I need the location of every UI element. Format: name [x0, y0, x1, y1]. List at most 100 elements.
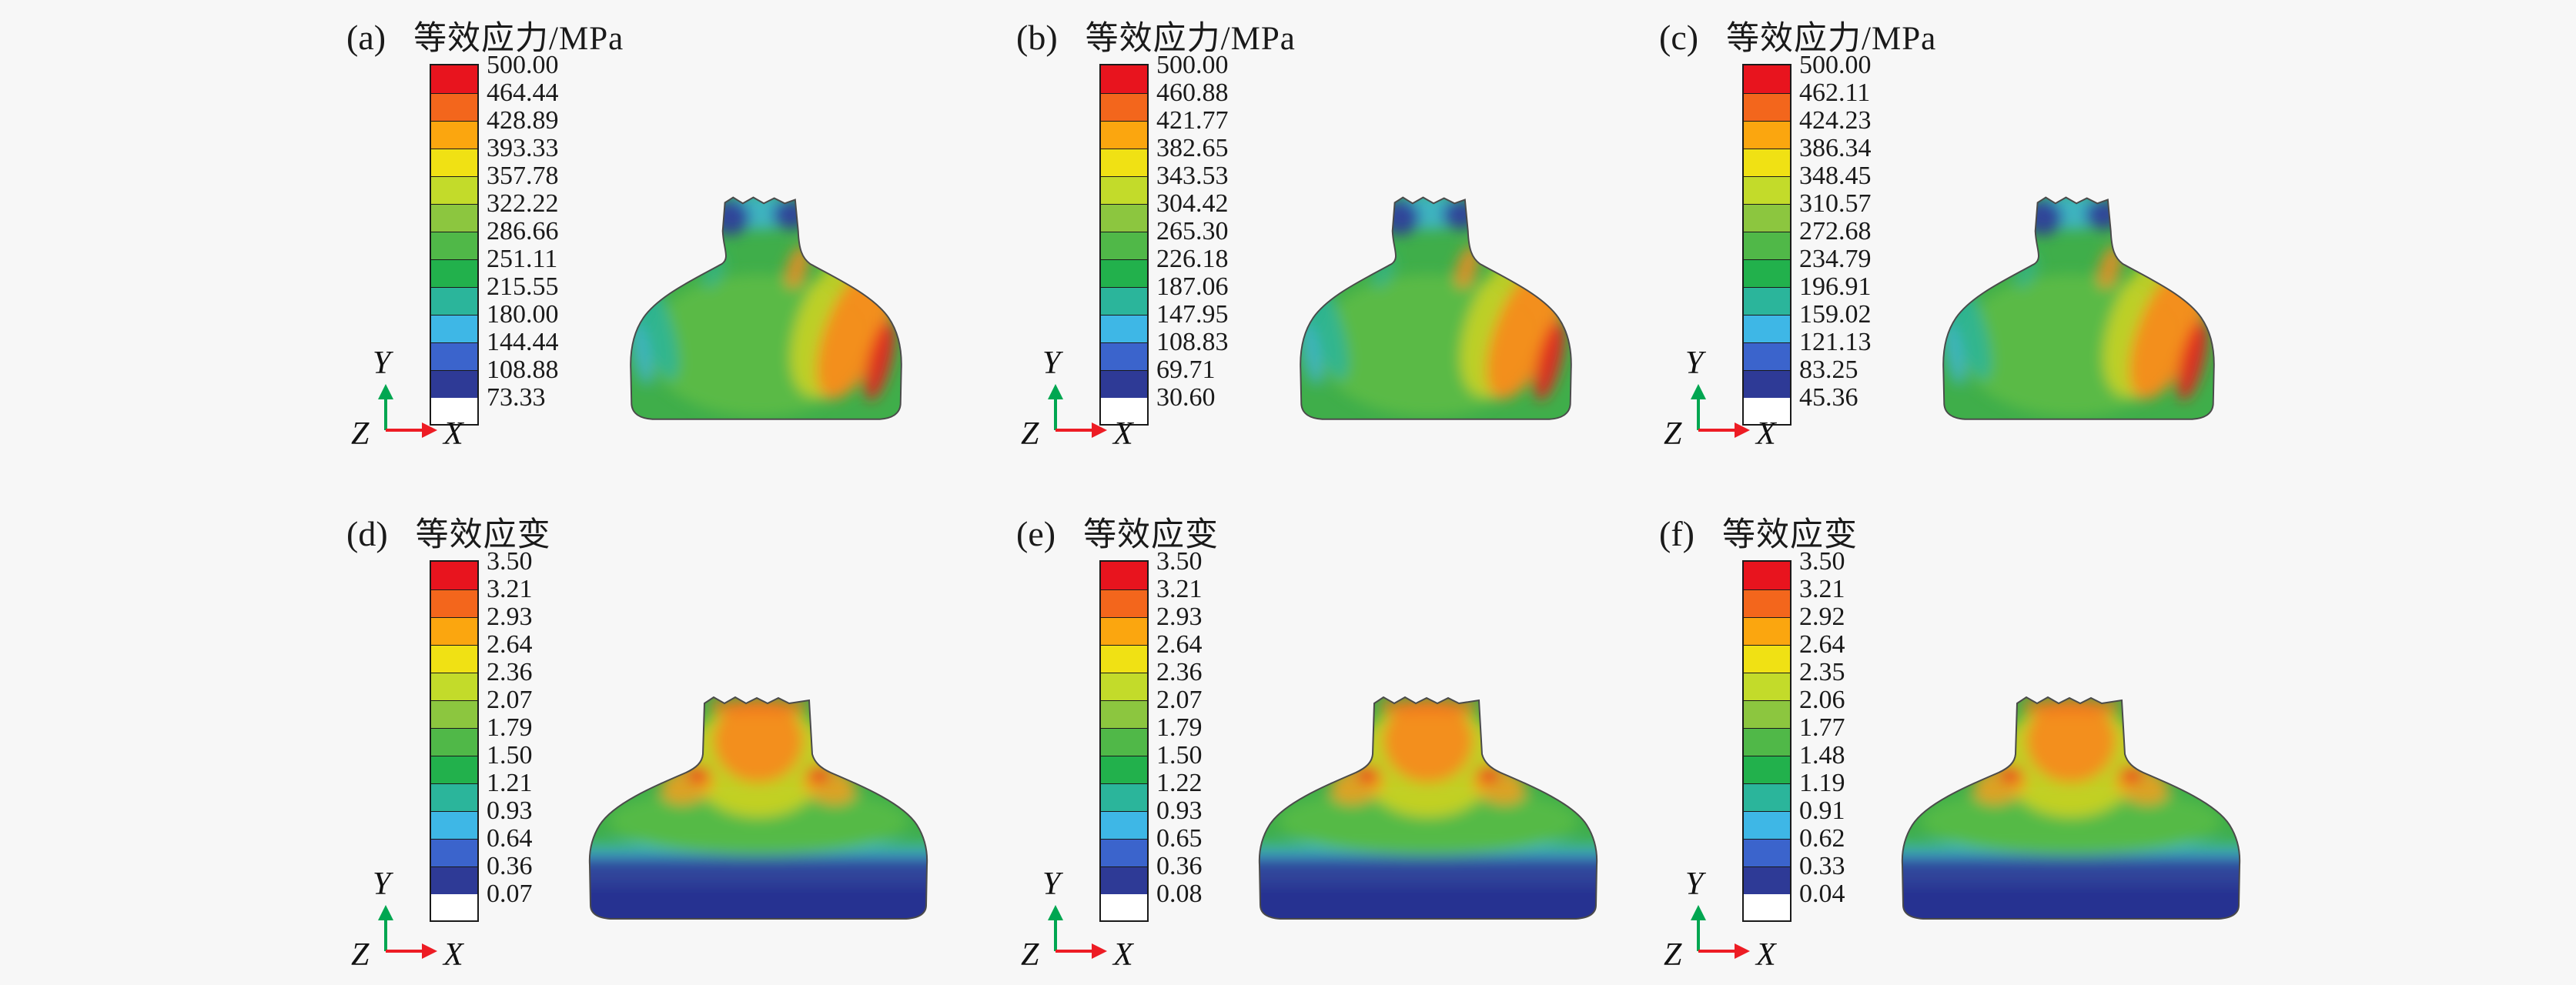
legend-color-cell: [1101, 562, 1147, 589]
strain-contour-plot: [1251, 686, 1605, 933]
legend-color-cell: [1101, 645, 1147, 673]
axis-x-label: X: [442, 416, 465, 452]
panel-label: (f): [1659, 514, 1694, 553]
legend-color-cell: [1744, 589, 1790, 617]
panel-title: 等效应力/MPa: [1085, 21, 1296, 57]
axis-z-label: Z: [1664, 937, 1682, 973]
color-legend: 3.50 3.21 2.93 2.64 2.36 2.07 1.79 1.50 1.22 0.93…: [1099, 548, 1303, 922]
legend-tick-value: 69.71: [1156, 356, 1216, 384]
axis-x-label: X: [1112, 416, 1135, 452]
legend-color-cell: [431, 93, 477, 121]
legend-color-cell: [431, 562, 477, 589]
axis-triad: Y Z X: [351, 868, 465, 973]
legend-color-cell: [1101, 204, 1147, 232]
legend-tick-value: 226.18: [1156, 245, 1229, 273]
strain-contour-plot: [1894, 686, 2248, 933]
panel-header: (a) 等效应力/MPa: [346, 12, 624, 59]
legend-color-cell: [1744, 562, 1790, 589]
legend-tick-labels: 3.50 3.21 2.92 2.64 2.35 2.06 1.77 1.48 1.19 0.91…: [1799, 548, 1945, 922]
legend-color-cell: [1101, 589, 1147, 617]
legend-tick-value: 357.78: [487, 162, 559, 190]
legend-tick-value: 3.50: [487, 547, 533, 576]
axis-z-label: Z: [1021, 416, 1039, 452]
panel-title: 等效应变: [415, 517, 551, 553]
legend-color-cell: [1101, 149, 1147, 176]
legend-color-cell: [1744, 783, 1790, 811]
axis-y-label: Y: [1685, 868, 1707, 902]
axis-z-label: Z: [351, 416, 370, 452]
legend-color-cell: [1101, 121, 1147, 149]
legend-tick-value: 234.79: [1799, 245, 1872, 273]
axis-triad: Y Z X: [351, 347, 465, 452]
legend-color-cell: [431, 121, 477, 149]
legend-color-cell: [431, 204, 477, 232]
axis-x-label: X: [1112, 937, 1135, 973]
legend-tick-value: 1.50: [1156, 741, 1203, 770]
legend-color-cell: [431, 232, 477, 259]
legend-color-bar: [430, 64, 479, 426]
legend-tick-value: 0.08: [1156, 880, 1203, 908]
color-legend: 3.50 3.21 2.92 2.64 2.35 2.06 1.77 1.48 1.19 0.91…: [1742, 548, 1945, 922]
panel-f: (f) 等效应变 3.50 3.21 2.92 2.64 2.35 2.06 1.77 1.4…: [1651, 508, 2329, 985]
legend-color-cell: [1101, 700, 1147, 728]
legend-color-cell: [431, 617, 477, 645]
legend-tick-value: 3.50: [1156, 547, 1203, 576]
legend-color-cell: [1101, 839, 1147, 866]
legend-tick-value: 2.93: [487, 603, 533, 631]
axis-y-label: Y: [373, 868, 394, 902]
legend-tick-value: 0.64: [487, 824, 533, 853]
legend-color-cell: [431, 839, 477, 866]
legend-tick-value: 0.36: [487, 852, 533, 880]
legend-tick-value: 322.22: [487, 189, 559, 218]
panel-title: 等效应变: [1721, 517, 1858, 553]
legend-color-cell: [1101, 65, 1147, 93]
panel-d: (d) 等效应变 3.50 3.21 2.93 2.64 2.36 2.07 1.79 1.5…: [339, 508, 1016, 985]
legend-color-cell: [431, 315, 477, 342]
legend-tick-value: 421.77: [1156, 106, 1229, 135]
legend-tick-value: 83.25: [1799, 356, 1858, 384]
legend-color-cell: [431, 728, 477, 756]
legend-color-cell: [1744, 204, 1790, 232]
legend-tick-value: 159.02: [1799, 300, 1872, 329]
legend-color-cell: [1101, 866, 1147, 894]
legend-tick-value: 393.33: [487, 134, 559, 162]
legend-tick-value: 144.44: [487, 328, 559, 356]
legend-color-cell: [431, 756, 477, 783]
legend-color-cell: [431, 589, 477, 617]
legend-color-cell: [1744, 370, 1790, 398]
legend-tick-value: 180.00: [487, 300, 559, 329]
legend-color-cell: [431, 342, 477, 370]
legend-tick-value: 0.93: [1156, 796, 1203, 825]
legend-color-cell: [1101, 232, 1147, 259]
legend-tick-value: 1.50: [487, 741, 533, 770]
axis-z-label: Z: [351, 937, 370, 973]
panel-title: 等效应变: [1083, 517, 1219, 553]
legend-color-bar: [1099, 560, 1149, 922]
axis-triad: Y Z X: [1664, 347, 1778, 452]
legend-tick-value: 2.93: [1156, 603, 1203, 631]
strain-contour-plot: [581, 686, 935, 933]
panel-title: 等效应力/MPa: [413, 21, 624, 57]
legend-tick-value: 304.42: [1156, 189, 1229, 218]
legend-tick-value: 215.55: [487, 272, 559, 301]
legend-tick-value: 73.33: [487, 383, 546, 412]
legend-tick-value: 2.07: [1156, 686, 1203, 714]
legend-tick-value: 196.91: [1799, 272, 1872, 301]
legend-tick-value: 0.93: [487, 796, 533, 825]
legend-color-cell: [1101, 617, 1147, 645]
panel-label: (c): [1659, 18, 1699, 57]
legend-tick-labels: 500.00 464.44 428.89 393.33 357.78 322.22 286.…: [487, 52, 633, 426]
legend-color-cell: [431, 866, 477, 894]
legend-tick-value: 45.36: [1799, 383, 1858, 412]
legend-color-bar: [1742, 64, 1791, 426]
legend-tick-value: 343.53: [1156, 162, 1229, 190]
axis-z-label: Z: [1021, 937, 1039, 973]
legend-color-cell: [1744, 232, 1790, 259]
legend-tick-value: 0.65: [1156, 824, 1203, 853]
legend-tick-value: 1.77: [1799, 713, 1845, 742]
stress-contour-plot: [1917, 185, 2240, 439]
legend-color-bar: [430, 560, 479, 922]
panel-e: (e) 等效应变 3.50 3.21 2.93 2.64 2.36 2.07 1.79 1.5…: [1009, 508, 1686, 985]
legend-tick-value: 460.88: [1156, 78, 1229, 107]
panel-header: (e) 等效应变: [1016, 508, 1219, 556]
